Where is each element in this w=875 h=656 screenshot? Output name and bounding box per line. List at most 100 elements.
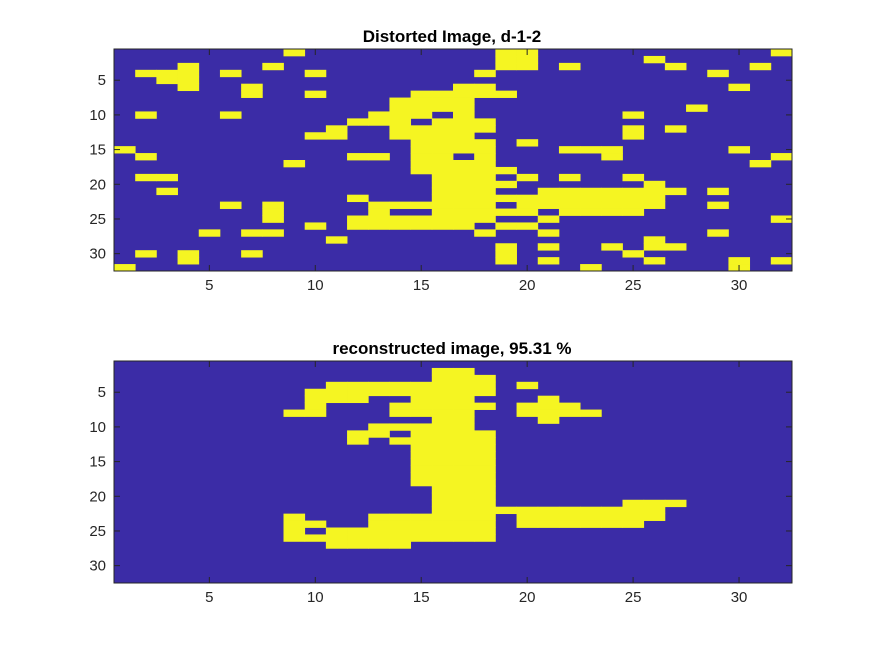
distorted-pixel	[537, 243, 560, 251]
distorted-pixel	[622, 194, 645, 203]
distorted-image-axes-box	[113, 48, 793, 272]
reconstructed-pixel	[431, 513, 454, 521]
reconstructed-pixel	[389, 541, 412, 549]
reconstructed-pixel	[410, 458, 433, 466]
reconstructed-pixel	[389, 520, 412, 528]
distorted-pixel	[347, 153, 369, 161]
distorted-pixel	[410, 125, 433, 133]
distorted-pixel	[558, 187, 581, 196]
distorted-pixel	[453, 146, 475, 154]
distorted-pixel	[177, 83, 200, 92]
reconstructed-pixel	[283, 534, 306, 542]
reconstructed-pixel	[410, 381, 433, 390]
distorted-pixel	[431, 118, 454, 126]
distorted-pixel	[177, 76, 200, 85]
distorted-pixel	[453, 139, 475, 147]
distorted-pixel	[410, 160, 433, 168]
reconstructed-pixel	[537, 395, 560, 404]
reconstructed-pixel	[410, 388, 433, 397]
distorted-pixel	[347, 194, 369, 203]
reconstructed-pixel	[410, 465, 433, 473]
reconstructed-pixel	[431, 527, 454, 535]
reconstructed-pixel	[283, 520, 306, 528]
distorted-pixel	[495, 222, 517, 230]
distorted-pixel	[389, 132, 412, 140]
distorted-pixel	[580, 208, 602, 216]
distorted-y-tick-label: 10	[89, 107, 106, 124]
distorted-pixel	[474, 173, 496, 182]
reconstructed-pixel	[283, 409, 306, 417]
reconstructed-pixel	[516, 381, 539, 390]
distorted-x-tick-label: 30	[731, 277, 748, 294]
reconstructed-pixel	[558, 520, 581, 528]
reconstructed-pixel	[474, 499, 496, 508]
distorted-pixel	[601, 146, 623, 154]
reconstructed-x-tick-label: 5	[205, 589, 213, 606]
distorted-pixel	[474, 215, 496, 223]
distorted-pixel	[474, 83, 496, 92]
distorted-pixel	[241, 83, 263, 92]
distorted-image-plot: Distorted Image, d-1-2 5 10 15 20 25 30 5 10 15 2…	[89, 27, 793, 294]
distorted-pixel	[474, 194, 496, 203]
distorted-pixel	[558, 201, 581, 209]
distorted-pixel	[453, 111, 475, 119]
distorted-pixel	[749, 62, 772, 71]
reconstructed-pixel	[347, 534, 369, 542]
reconstructed-y-tick-label: 5	[98, 384, 106, 401]
distorted-pixel	[770, 49, 793, 57]
distorted-pixel	[474, 160, 496, 168]
reconstructed-pixel	[516, 402, 539, 410]
reconstructed-pixel	[431, 465, 454, 473]
reconstructed-image-plot: reconstructed image, 95.31 % 5 10 15 20 25 30…	[89, 339, 793, 606]
reconstructed-pixel	[558, 513, 581, 521]
reconstructed-pixel	[537, 520, 560, 528]
reconstructed-pixel	[580, 520, 602, 528]
reconstructed-pixel	[431, 499, 454, 508]
distorted-pixel	[410, 215, 433, 223]
distorted-pixel	[431, 97, 454, 105]
distorted-pixel	[453, 173, 475, 182]
reconstructed-image-axes-box	[113, 360, 793, 584]
reconstructed-pixel	[368, 388, 390, 397]
distorted-pixel	[262, 201, 284, 209]
distorted-pixel	[431, 208, 454, 216]
reconstructed-pixel	[325, 541, 348, 549]
reconstructed-x-tick-label: 25	[625, 589, 642, 606]
distorted-pixel	[368, 222, 390, 230]
distorted-pixel	[410, 201, 433, 209]
distorted-pixel	[368, 118, 390, 126]
reconstructed-pixel	[474, 534, 496, 542]
reconstructed-pixel	[474, 478, 496, 487]
reconstructed-pixel	[304, 409, 327, 417]
distorted-pixel	[262, 62, 284, 71]
distorted-pixel	[453, 215, 475, 223]
distorted-pixel	[389, 125, 412, 133]
distorted-x-tick-label: 20	[519, 277, 536, 294]
reconstructed-pixel	[431, 478, 454, 487]
distorted-pixel	[664, 62, 687, 71]
distorted-pixel	[241, 90, 263, 98]
distorted-pixel	[474, 146, 496, 154]
distorted-pixel	[622, 187, 645, 196]
distorted-pixel	[325, 236, 348, 244]
reconstructed-pixel	[368, 527, 390, 535]
reconstructed-pixel	[410, 402, 433, 410]
distorted-pixel	[135, 250, 157, 258]
reconstructed-pixel	[474, 388, 496, 397]
distorted-pixel	[410, 132, 433, 140]
reconstructed-pixel	[431, 451, 454, 459]
distorted-pixel	[453, 132, 475, 140]
distorted-pixel	[453, 97, 475, 105]
distorted-pixel	[262, 208, 284, 216]
reconstructed-pixel	[431, 409, 454, 417]
reconstructed-pixel	[453, 402, 475, 410]
reconstructed-pixel	[368, 381, 390, 390]
reconstructed-pixel	[368, 534, 390, 542]
reconstructed-x-tick-label: 15	[413, 589, 430, 606]
distorted-pixel	[495, 90, 517, 98]
reconstructed-pixel	[558, 506, 581, 515]
distorted-pixel	[495, 180, 517, 189]
reconstructed-pixel	[431, 374, 454, 383]
distorted-image-title: Distorted Image, d-1-2	[363, 27, 542, 46]
distorted-pixel	[135, 111, 157, 119]
